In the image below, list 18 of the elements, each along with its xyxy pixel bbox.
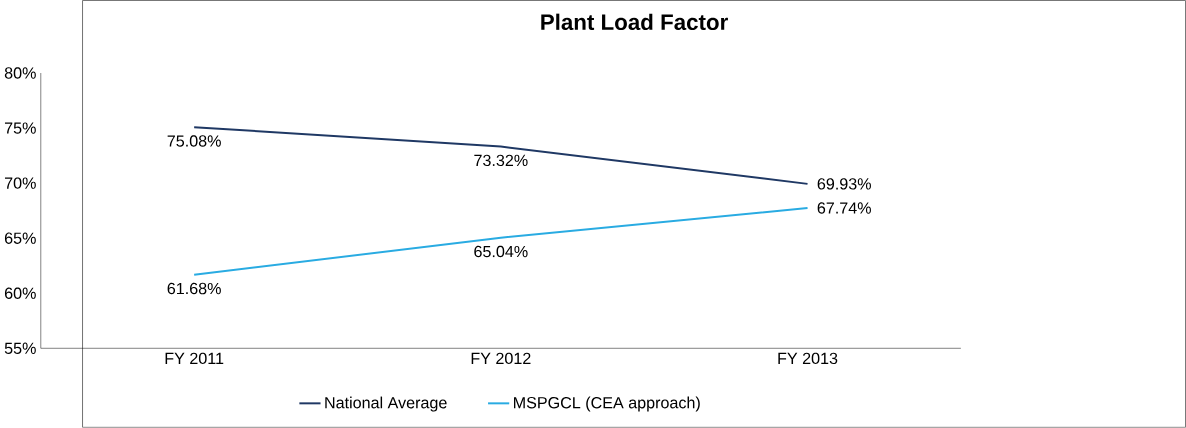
data-label: 69.93% <box>817 178 871 190</box>
data-label: 67.74% <box>817 202 871 214</box>
x-tick-label: FY 2012 <box>471 352 531 365</box>
chart-title: Plant Load Factor <box>541 13 728 31</box>
data-label: 75.08% <box>167 135 221 147</box>
legend-label: MSPGCL (CEA approach) <box>514 396 700 412</box>
y-tick-label: 70% <box>4 177 36 189</box>
legend-label: National Average <box>325 396 447 412</box>
y-tick-label: 65% <box>4 232 36 244</box>
y-tick-label: 80% <box>4 67 36 79</box>
x-tick-label: FY 2011 <box>165 352 224 365</box>
y-tick-label: 75% <box>4 122 36 134</box>
y-tick-label: 60% <box>4 287 36 300</box>
y-tick-label: 55% <box>4 342 36 355</box>
data-label: 61.68% <box>167 282 221 295</box>
data-label: 65.04% <box>474 245 528 258</box>
x-tick-label: FY 2013 <box>778 352 838 365</box>
data-label: 73.32% <box>474 154 528 167</box>
